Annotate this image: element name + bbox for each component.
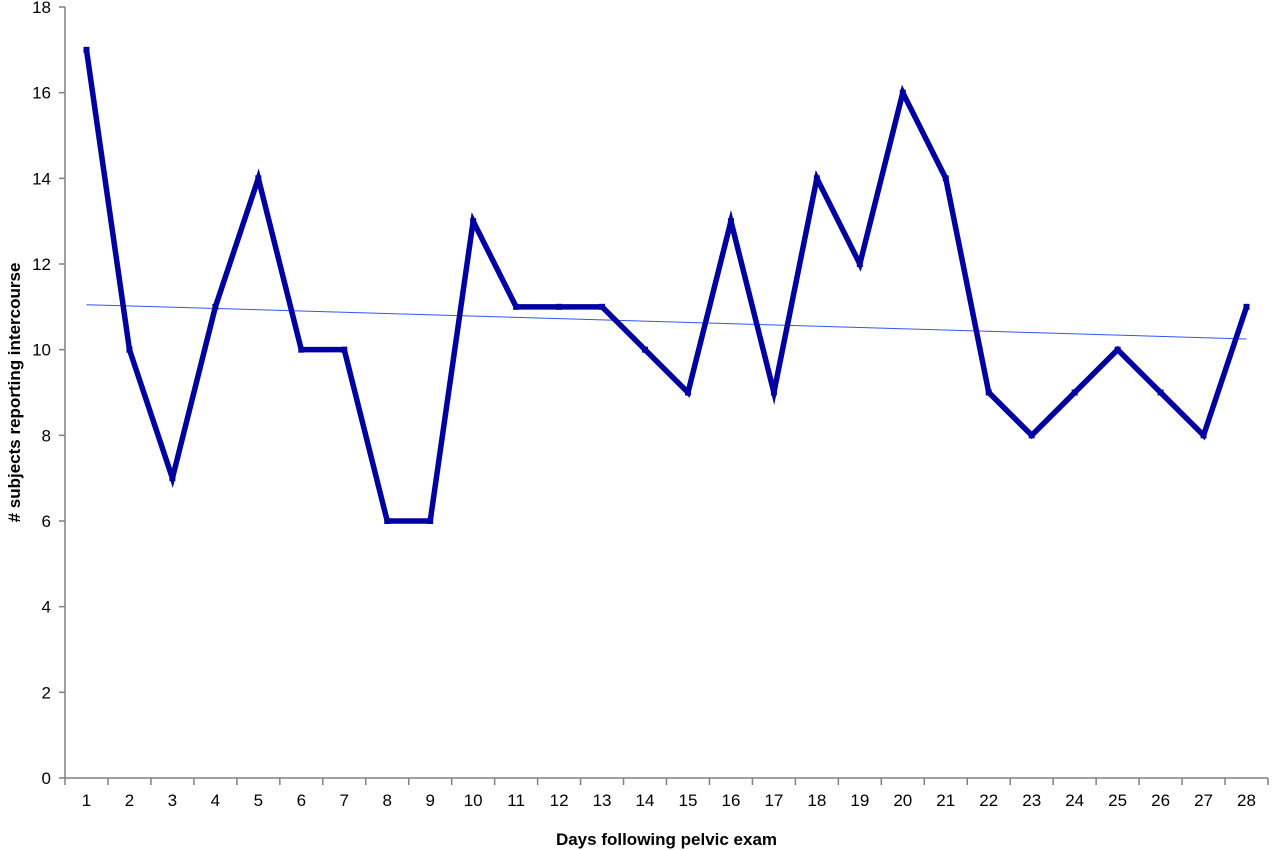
y-tick-label: 8 bbox=[42, 426, 51, 445]
data-point bbox=[255, 175, 262, 182]
x-tick-label: 5 bbox=[254, 791, 263, 810]
y-tick-label: 2 bbox=[42, 683, 51, 702]
series-group bbox=[83, 46, 1250, 524]
x-tick-label: 8 bbox=[382, 791, 391, 810]
x-tick-label: 7 bbox=[340, 791, 349, 810]
x-tick-label: 25 bbox=[1108, 791, 1127, 810]
data-point bbox=[942, 175, 949, 182]
x-tick-label: 14 bbox=[636, 791, 655, 810]
x-tick-label: 10 bbox=[464, 791, 483, 810]
x-tick-label: 28 bbox=[1237, 791, 1256, 810]
y-tick-label: 12 bbox=[32, 255, 51, 274]
x-tick-label: 27 bbox=[1194, 791, 1213, 810]
x-tick-label: 11 bbox=[507, 791, 525, 810]
data-point bbox=[856, 261, 863, 267]
x-tick-label: 2 bbox=[125, 791, 134, 810]
y-tick-label: 16 bbox=[32, 84, 51, 103]
data-point bbox=[770, 389, 777, 396]
data-point bbox=[83, 46, 90, 53]
x-tick-label: 21 bbox=[936, 791, 955, 810]
y-tick-label: 14 bbox=[32, 169, 51, 188]
data-point bbox=[684, 389, 691, 396]
data-point bbox=[1200, 432, 1207, 439]
x-tick-label: 16 bbox=[721, 791, 740, 810]
x-tick-label: 1 bbox=[82, 791, 91, 810]
data-point bbox=[1114, 346, 1121, 353]
trendline-group bbox=[86, 304, 1247, 340]
data-point bbox=[169, 475, 176, 482]
data-point bbox=[727, 218, 734, 225]
x-tick-label: 9 bbox=[425, 791, 434, 810]
x-tick-label: 23 bbox=[1022, 791, 1041, 810]
data-point bbox=[1071, 389, 1078, 396]
x-tick-label: 22 bbox=[979, 791, 998, 810]
data-point bbox=[1243, 303, 1250, 310]
data-point bbox=[599, 303, 606, 310]
data-point bbox=[298, 346, 305, 353]
y-tick-label: 0 bbox=[42, 769, 51, 788]
x-tick-label: 13 bbox=[593, 791, 612, 810]
data-point bbox=[470, 218, 477, 225]
data-point bbox=[985, 389, 992, 396]
series-line bbox=[83, 49, 1250, 524]
data-point bbox=[1028, 432, 1035, 439]
x-tick-label: 6 bbox=[297, 791, 306, 810]
data-point bbox=[384, 518, 391, 524]
x-tick-label: 19 bbox=[850, 791, 869, 810]
data-point bbox=[899, 89, 906, 96]
y-tick-label: 4 bbox=[42, 598, 51, 617]
data-point bbox=[813, 175, 820, 182]
data-point bbox=[341, 346, 348, 353]
x-tick-label: 12 bbox=[550, 791, 569, 810]
x-axis-title: Days following pelvic exam bbox=[556, 830, 777, 849]
x-tick-label: 17 bbox=[764, 791, 783, 810]
x-tick-label: 18 bbox=[807, 791, 826, 810]
x-tick-label: 24 bbox=[1065, 791, 1084, 810]
data-point bbox=[126, 346, 133, 353]
data-point bbox=[1157, 389, 1164, 396]
data-point bbox=[513, 303, 520, 310]
x-tick-label: 20 bbox=[893, 791, 912, 810]
y-tick-label: 18 bbox=[32, 0, 51, 17]
trendline bbox=[86, 304, 1247, 340]
x-tick-label: 26 bbox=[1151, 791, 1170, 810]
data-point bbox=[212, 303, 219, 310]
y-tick-label: 6 bbox=[42, 512, 51, 531]
y-axis-title: # subjects reporting intercourse bbox=[5, 263, 24, 523]
data-point bbox=[427, 518, 434, 524]
axes bbox=[59, 6, 1269, 785]
y-tick-label: 10 bbox=[32, 341, 51, 360]
x-tick-label: 3 bbox=[168, 791, 177, 810]
data-point bbox=[556, 303, 563, 310]
x-tick-label: 15 bbox=[679, 791, 698, 810]
x-tick-label: 4 bbox=[211, 791, 220, 810]
data-point bbox=[642, 346, 649, 353]
